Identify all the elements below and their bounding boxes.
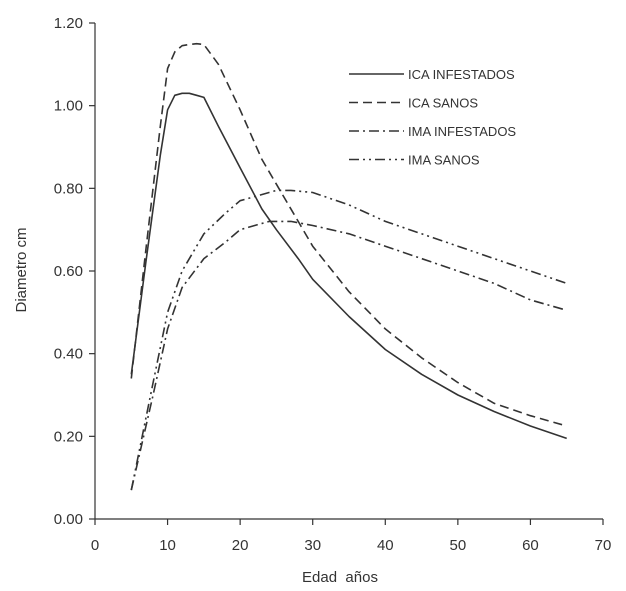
x-axis-label: Edad años	[302, 569, 378, 586]
x-tick-label: 50	[450, 537, 467, 554]
y-axis-label: Diametro cm	[13, 227, 30, 312]
y-tick-label: 0.20	[54, 428, 83, 445]
y-tick-label: 1.00	[54, 98, 83, 115]
legend-label-2: ICA SANOS	[408, 96, 478, 111]
x-tick-label: 40	[377, 537, 394, 554]
series-line-3	[130, 220, 567, 491]
legend-label-1: ICA INFESTADOS	[408, 67, 515, 82]
series-line-2	[130, 42, 567, 427]
x-tick-label: 10	[159, 537, 176, 554]
y-tick-label: 0.00	[54, 511, 83, 528]
legend: ICA INFESTADOS ICA SANOS IMA INFESTADOS IMA…	[349, 67, 516, 168]
axes: 0.00 0.20 0.40 0.60 0.80 1.00 1.20 0 10 20 30 40 50 6…	[54, 15, 612, 554]
series-line-4	[130, 189, 567, 491]
y-tick-label: 0.60	[54, 263, 83, 280]
x-tick-label: 70	[595, 537, 612, 554]
y-tick-label: 1.20	[54, 15, 83, 32]
y-tick-label: 0.40	[54, 346, 83, 363]
series-line-1	[130, 92, 567, 440]
x-tick-label: 20	[232, 537, 249, 554]
legend-label-3: IMA INFESTADOS	[408, 124, 516, 139]
x-tick-label: 30	[304, 537, 321, 554]
x-tick-label: 60	[522, 537, 539, 554]
x-tick-label: 0	[91, 537, 99, 554]
plot-area	[130, 42, 567, 491]
legend-label-4: IMA SANOS	[408, 153, 480, 168]
y-tick-label: 0.80	[54, 180, 83, 197]
